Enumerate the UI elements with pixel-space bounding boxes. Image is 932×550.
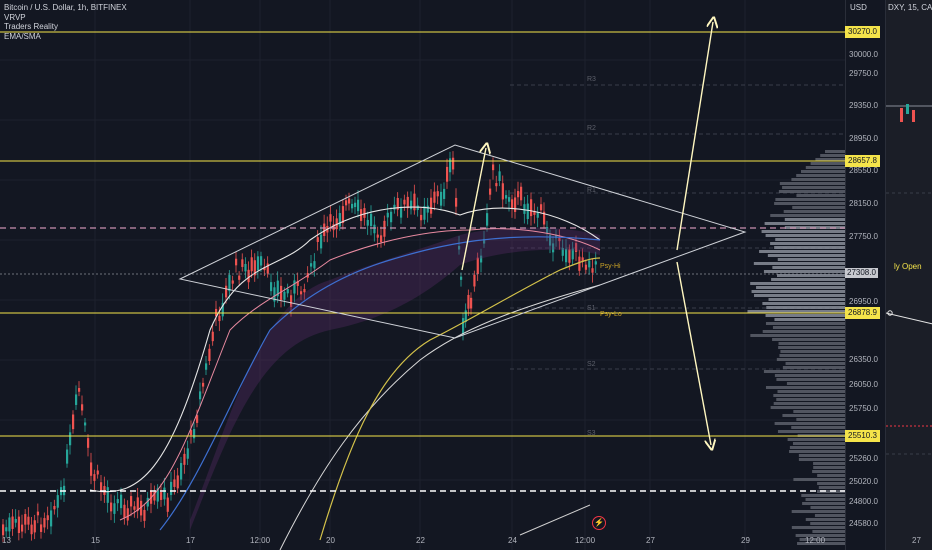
price-tick: 27750.0 (849, 232, 878, 241)
price-tick: 25260.0 (849, 454, 878, 463)
lightning-icon[interactable]: ⚡ (592, 516, 606, 530)
price-tick: 28550.0 (849, 166, 878, 175)
pivot-s3-label: S3 (587, 430, 596, 437)
time-tick: 20 (326, 536, 335, 545)
sma-line-white-long (279, 284, 601, 550)
price-tick: 26350.0 (849, 355, 878, 364)
pivot-s2-label: S2 (587, 361, 596, 368)
pivot-s1-label: S1 (587, 305, 596, 312)
time-tick: 17 (186, 536, 195, 545)
time-tick: 24 (508, 536, 517, 545)
time-tick: 29 (741, 536, 750, 545)
price-tick: 29350.0 (849, 101, 878, 110)
price-tick: 26050.0 (849, 380, 878, 389)
indicator-vrvp[interactable]: VRVP (4, 12, 26, 22)
symmetric-triangle-large[interactable] (178, 144, 747, 339)
price-tick: 25020.0 (849, 477, 878, 486)
symbol-title[interactable]: Bitcoin / U.S. Dollar, 1h, BITFINEX (4, 3, 127, 12)
time-tick: 15 (91, 536, 100, 545)
time-tick: 27 (646, 536, 655, 545)
price-tick: 28150.0 (849, 199, 878, 208)
sma-line-yellow (319, 257, 601, 541)
dxy-mini-chart (886, 104, 932, 455)
price-chart[interactable] (0, 0, 845, 550)
chart-pane[interactable]: Bitcoin / U.S. Dollar, 1h, BITFINEX VRVP… (0, 0, 845, 550)
bear-target-arrow[interactable] (676, 261, 711, 445)
ema-line-white (89, 206, 601, 493)
bull-target-arrow[interactable] (676, 22, 713, 251)
pivot-r1-label: R1 (587, 187, 596, 194)
key-levels (0, 31, 845, 437)
price-tick: 24580.0 (849, 519, 878, 528)
price-tick: 24800.0 (849, 497, 878, 506)
price-tick: 25750.0 (849, 404, 878, 413)
price-tick: 26950.0 (849, 297, 878, 306)
time-tick: 13 (2, 536, 11, 545)
dxy-title[interactable]: DXY, 15, CA (888, 3, 932, 12)
indicator-ema-sma[interactable]: EMA/SMA (4, 31, 41, 41)
time-tick: 12:00 (575, 536, 596, 545)
indicator-traders-reality[interactable]: Traders Reality (4, 22, 58, 32)
ema-line-pink (119, 228, 601, 521)
candlesticks (2, 151, 597, 542)
level-label-30270[interactable]: 30270.0 (845, 26, 880, 38)
psy-hi-label: Psy-Hi (600, 263, 621, 270)
pivot-r2-label: R2 (587, 125, 596, 132)
price-tick: 29750.0 (849, 69, 878, 78)
ema-line-blue (159, 236, 601, 531)
price-tick: 28950.0 (849, 134, 878, 143)
dxy-time-tick: 27 (912, 536, 921, 545)
pivot-r3-label: R3 (587, 76, 596, 83)
dxy-open-label: ly Open (894, 262, 922, 271)
volume-profile (747, 150, 845, 545)
level-label-26878[interactable]: 26878.9 (845, 307, 880, 319)
dxy-side-chart[interactable]: DXY, 15, CA ly Open 27 (885, 0, 932, 550)
price-tick: 30000.0 (849, 50, 878, 59)
time-tick: 22 (416, 536, 425, 545)
level-label-25510[interactable]: 25510.3 (845, 430, 880, 442)
price-scale[interactable]: USD 30000.0 29750.0 29350.0 28950.0 2855… (845, 0, 886, 550)
time-tick: 12:00 (250, 536, 271, 545)
impulse-arrow[interactable] (461, 148, 486, 271)
current-price-label[interactable]: 27308.0 (845, 268, 878, 278)
chart-legend[interactable]: Bitcoin / U.S. Dollar, 1h, BITFINEX VRVP… (4, 3, 127, 41)
trend-line-bottom (519, 504, 591, 536)
time-tick: 12:00 (805, 536, 826, 545)
level-label-28657[interactable]: 28657.8 (845, 155, 880, 167)
psy-lo-label: Psy-Lo (600, 311, 622, 318)
currency-label: USD (850, 3, 867, 12)
